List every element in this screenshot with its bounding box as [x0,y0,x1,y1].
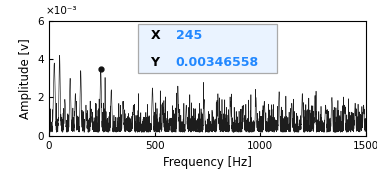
Text: 245: 245 [176,29,202,42]
Y-axis label: Amplitude [v]: Amplitude [v] [19,38,32,119]
Text: X: X [150,29,160,42]
FancyBboxPatch shape [138,24,277,73]
Text: 0.00346558: 0.00346558 [176,56,259,69]
X-axis label: Frequency [Hz]: Frequency [Hz] [163,156,252,169]
Text: Y: Y [150,56,159,69]
Text: ×10⁻³: ×10⁻³ [46,6,77,16]
